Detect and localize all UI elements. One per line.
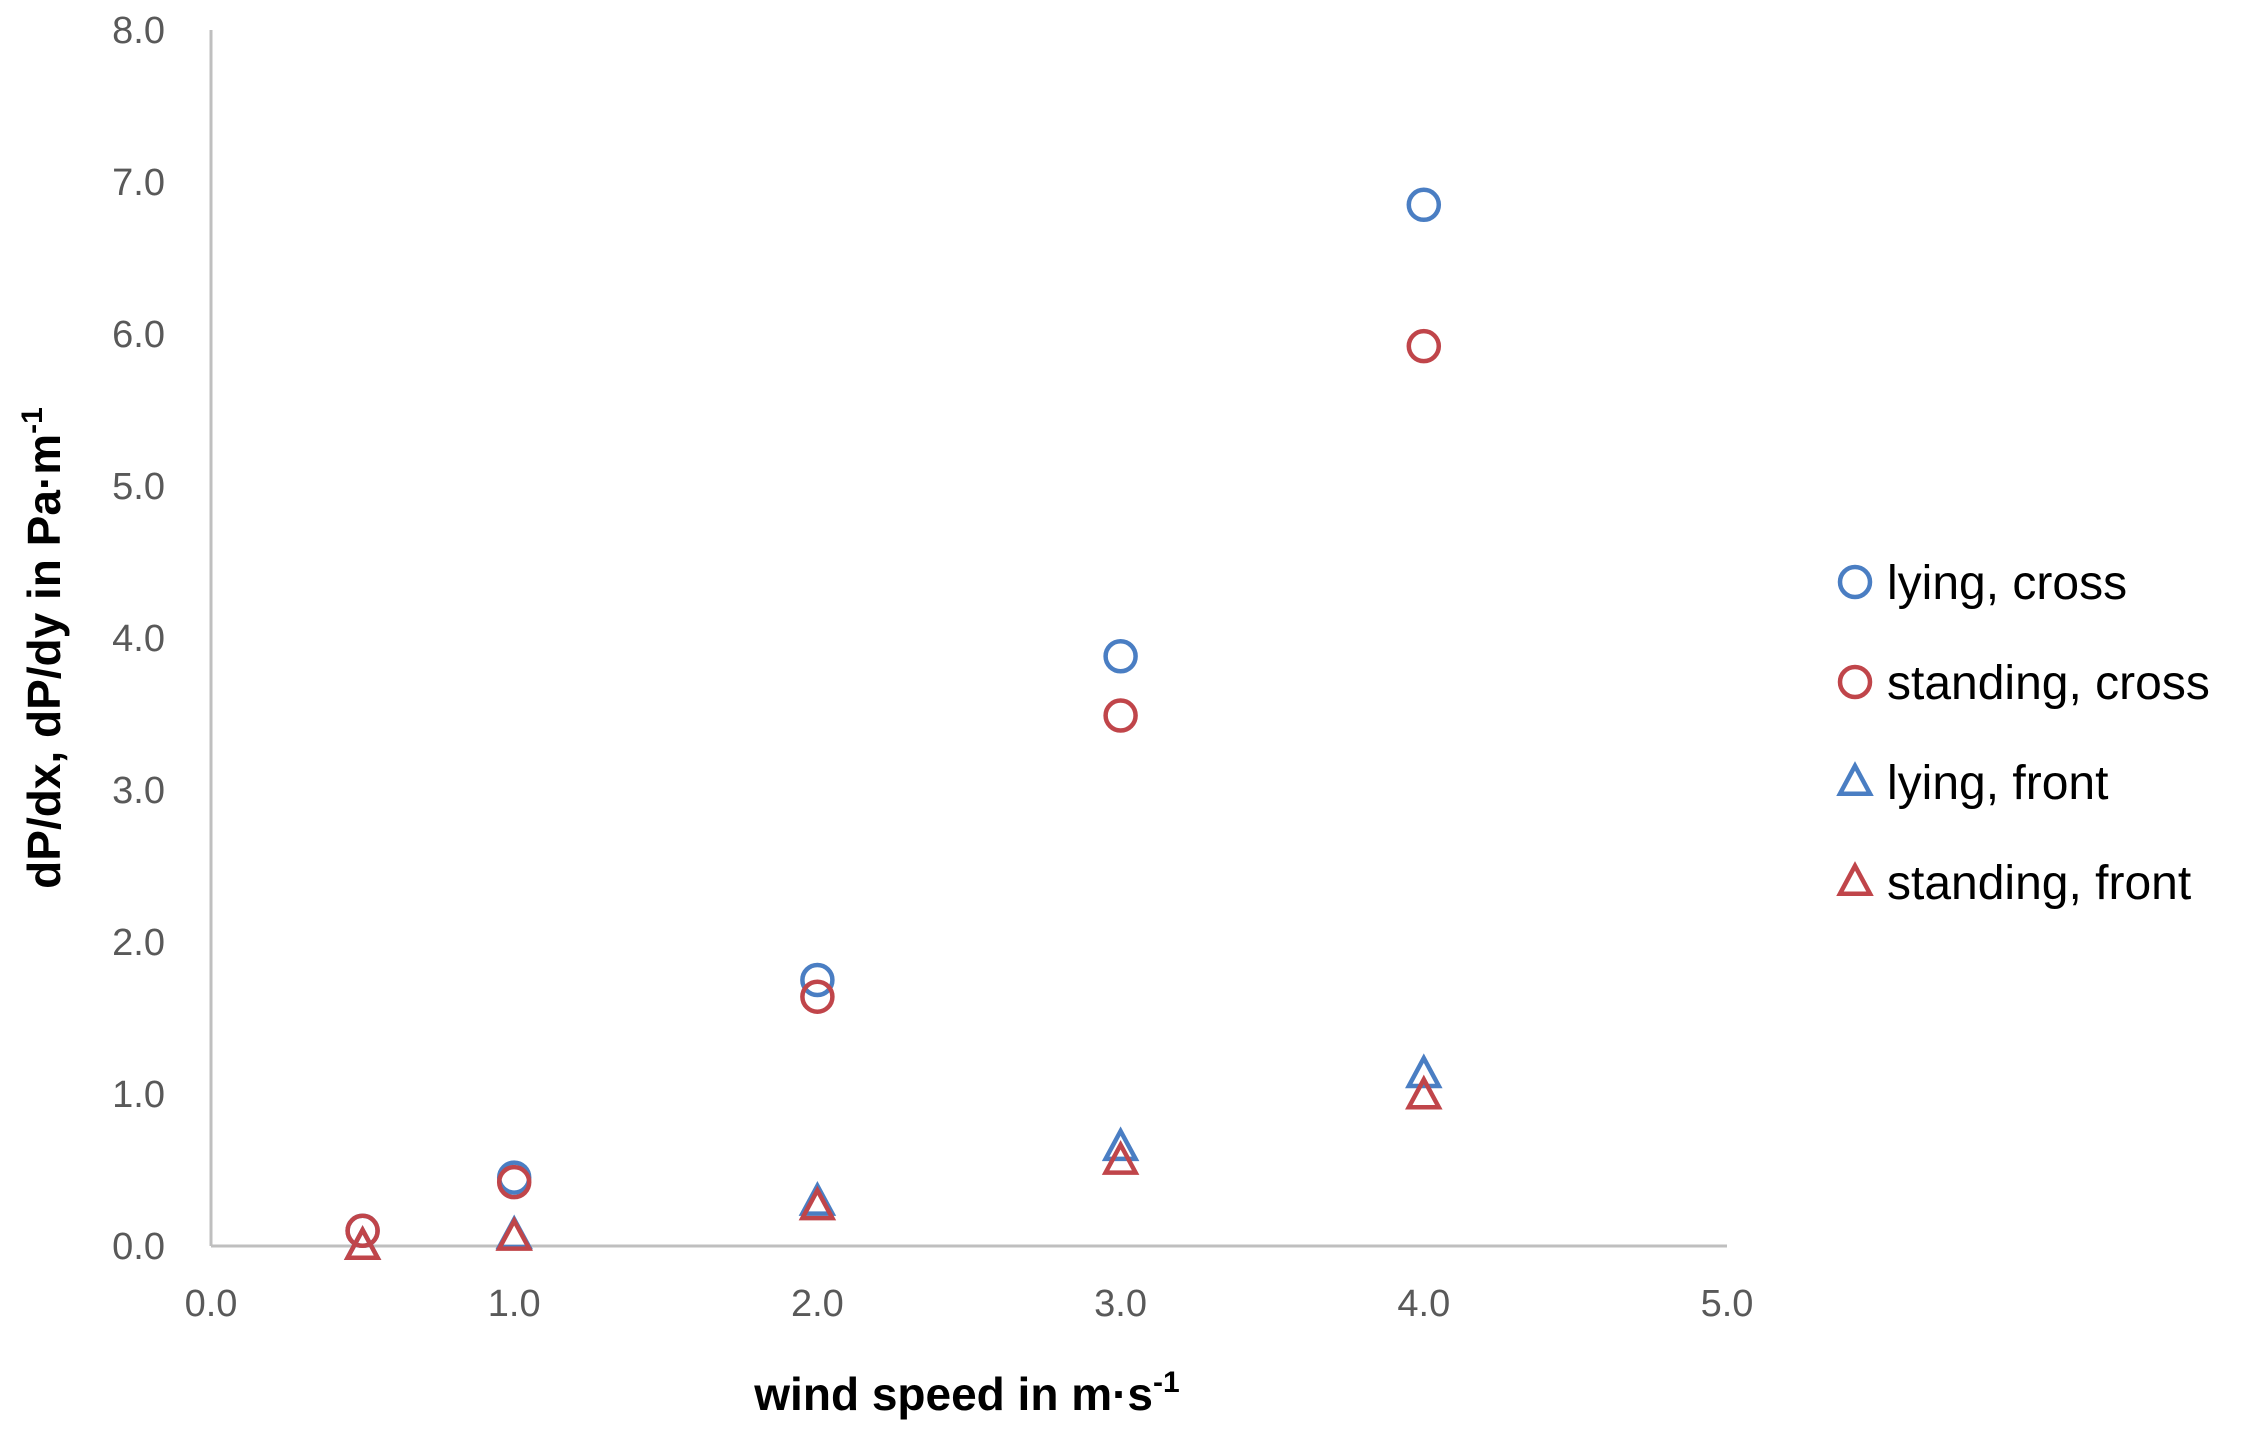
data-point-3-3 xyxy=(1101,1140,1140,1175)
series-1 xyxy=(345,328,1442,1249)
y-tick-label-8: 8.0 xyxy=(112,10,165,52)
series-3 xyxy=(343,1074,1443,1260)
y-tick-label-3: 3.0 xyxy=(112,770,165,812)
data-point-1-2 xyxy=(800,979,835,1014)
legend-marker-3 xyxy=(1836,861,1874,896)
y-axis-title-main: dP/dx, dP/dy in Pa·m xyxy=(18,434,70,889)
data-point-3-0 xyxy=(343,1225,382,1260)
y-tick-labels: 0.0 1.0 2.0 3.0 4.0 5.0 6.0 7.0 8.0 xyxy=(112,10,165,1268)
legend-item-2: lying, front xyxy=(1836,757,2108,810)
data-point-1-3 xyxy=(1103,698,1138,733)
y-tick-label-7: 7.0 xyxy=(112,162,165,204)
data-point-1-0 xyxy=(345,1213,380,1249)
y-tick-label-4: 4.0 xyxy=(112,618,165,660)
legend-label-2: lying, front xyxy=(1887,757,2108,810)
data-points xyxy=(343,187,1443,1260)
x-tick-label-5: 5.0 xyxy=(1701,1283,1754,1325)
legend-item-3: standing, front xyxy=(1836,857,2191,910)
x-tick-label-1: 1.0 xyxy=(488,1283,541,1325)
data-point-0-4 xyxy=(1406,187,1442,223)
legend-label-1: standing, cross xyxy=(1887,657,2210,710)
data-point-2-4 xyxy=(1405,1053,1443,1089)
legend-label-0: lying, cross xyxy=(1887,557,2127,610)
legend-marker-0 xyxy=(1837,564,1873,600)
y-tick-label-5: 5.0 xyxy=(112,466,165,508)
legend-item-0: lying, cross xyxy=(1837,557,2127,610)
y-tick-label-6: 6.0 xyxy=(112,314,165,356)
y-tick-label-2: 2.0 xyxy=(112,922,165,964)
y-axis-title: dP/dx, dP/dy in Pa·m-1 xyxy=(16,407,70,889)
x-axis-title: wind speed in m·s-1 xyxy=(753,1366,1179,1420)
data-point-0-2 xyxy=(800,962,835,998)
x-tick-label-4: 4.0 xyxy=(1397,1283,1450,1325)
data-point-3-4 xyxy=(1405,1074,1443,1110)
data-point-3-1 xyxy=(495,1216,533,1251)
legend-marker-2 xyxy=(1836,761,1874,796)
y-tick-label-1: 1.0 xyxy=(112,1074,165,1116)
data-point-3-2 xyxy=(798,1185,837,1221)
legend-marker-1 xyxy=(1837,664,1873,700)
x-tick-label-0: 0.0 xyxy=(185,1283,238,1325)
x-tick-labels: 0.0 1.0 2.0 3.0 4.0 5.0 xyxy=(185,1283,1754,1325)
y-axis-title-sup: -1 xyxy=(16,407,49,434)
x-tick-label-3: 3.0 xyxy=(1094,1283,1147,1325)
x-tick-label-2: 2.0 xyxy=(791,1283,844,1325)
data-point-2-3 xyxy=(1101,1126,1140,1162)
data-point-1-4 xyxy=(1406,328,1442,364)
y-tick-label-0: 0.0 xyxy=(112,1226,165,1268)
axes xyxy=(209,30,1727,1248)
data-point-0-3 xyxy=(1103,638,1138,674)
legend-item-1: standing, cross xyxy=(1837,657,2210,710)
x-axis-title-main: wind speed in m·s xyxy=(753,1368,1153,1420)
data-point-1-1 xyxy=(496,1164,532,1200)
x-axis-title-sup: -1 xyxy=(1153,1366,1180,1399)
series-0 xyxy=(345,187,1442,1249)
legend-label-3: standing, front xyxy=(1887,857,2191,910)
legend: lying, cross standing, cross lying, front s… xyxy=(1836,557,2210,910)
